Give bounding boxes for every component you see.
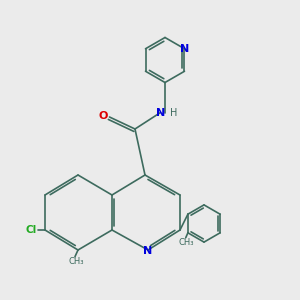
Text: O: O — [98, 110, 108, 121]
Text: H: H — [170, 107, 177, 118]
Text: N: N — [143, 247, 153, 256]
Text: CH₃: CH₃ — [178, 238, 194, 247]
Text: N: N — [156, 107, 165, 118]
Text: Cl: Cl — [26, 225, 37, 235]
Text: CH₃: CH₃ — [69, 256, 84, 266]
Text: N: N — [181, 44, 190, 54]
